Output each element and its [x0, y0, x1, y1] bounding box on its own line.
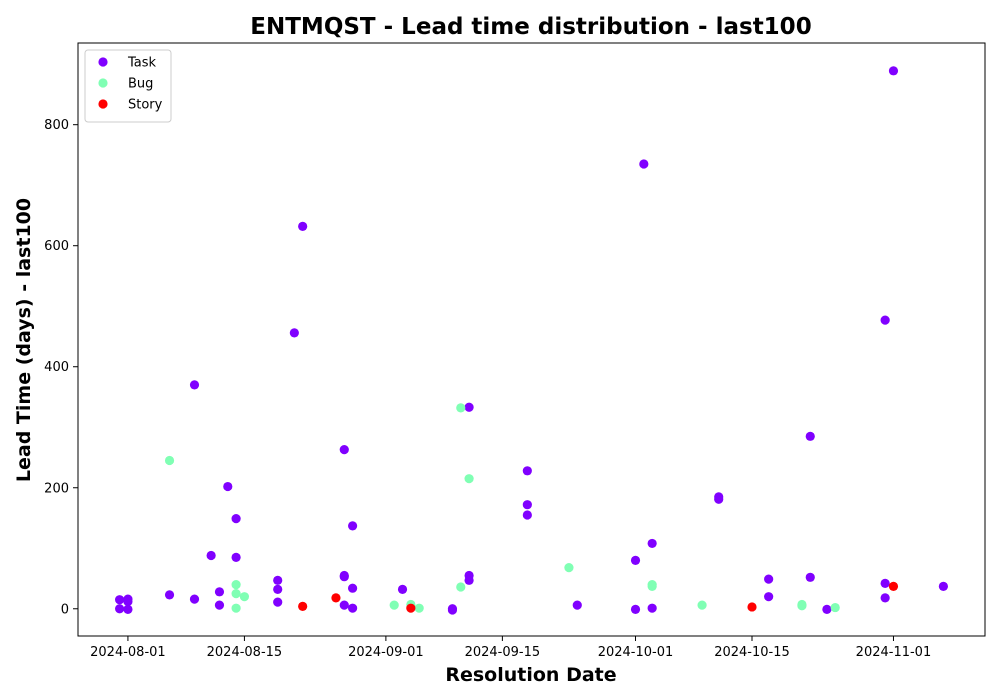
point-task-1 [115, 604, 125, 614]
point-bug-8 [456, 403, 466, 413]
series-story [298, 581, 899, 613]
legend-marker-task [98, 57, 108, 67]
point-task-50 [880, 593, 890, 603]
point-task-26 [397, 584, 408, 595]
point-bug-1 [231, 579, 241, 590]
point-task-51 [888, 66, 899, 76]
point-story-0 [298, 601, 308, 611]
plot-area: 2024-08-01 2024-08-15 2024-09-01 2024-09-15… [44, 42, 986, 660]
point-task-33 [522, 500, 532, 510]
y-axis-label: Lead Time (days) - last100 [13, 198, 35, 482]
legend: Task Bug Story [84, 49, 172, 123]
point-bug-14 [697, 600, 707, 610]
y-tick-label-4: 800 [44, 118, 69, 133]
y-tick-label-1: 200 [44, 481, 69, 496]
point-task-25 [348, 603, 358, 613]
point-task-9 [214, 587, 225, 597]
point-task-8 [206, 550, 216, 561]
point-bug-13 [647, 581, 657, 591]
series-task [115, 66, 948, 615]
point-bug-2 [231, 589, 241, 599]
point-task-10 [214, 600, 225, 610]
point-task-47 [822, 604, 832, 614]
x-tick-label-2: 2024-09-01 [348, 645, 424, 660]
point-task-0 [115, 595, 125, 605]
point-task-14 [273, 575, 283, 585]
legend-label-task: Task [127, 56, 157, 71]
point-task-42 [714, 494, 724, 504]
point-task-31 [464, 575, 474, 585]
point-task-15 [273, 584, 283, 595]
point-bug-0 [164, 455, 175, 466]
point-story-4 [888, 581, 899, 591]
point-task-45 [805, 431, 815, 441]
x-tick-label-3: 2024-09-15 [465, 645, 541, 660]
point-task-19 [339, 445, 349, 455]
point-task-46 [805, 572, 815, 582]
legend-label-story: Story [128, 98, 163, 113]
point-bug-11 [564, 563, 574, 573]
point-bug-3 [231, 603, 241, 613]
x-axis-label: Resolution Date [445, 664, 616, 686]
point-bug-16 [797, 601, 807, 611]
x-tick-label-0: 2024-08-01 [90, 645, 166, 660]
point-task-44 [764, 592, 774, 602]
point-bug-4 [239, 592, 250, 602]
point-task-23 [348, 521, 358, 531]
point-task-21 [339, 572, 349, 582]
legend-marker-bug [98, 78, 108, 88]
point-task-35 [572, 600, 582, 610]
point-task-5 [164, 590, 175, 600]
y-tick-label-0: 0 [61, 602, 69, 617]
point-task-34 [522, 510, 532, 520]
point-task-24 [348, 583, 358, 593]
point-task-32 [522, 466, 532, 476]
point-bug-9 [456, 582, 466, 592]
point-bug-10 [464, 474, 474, 484]
y-tick-label-2: 400 [44, 360, 69, 375]
point-task-38 [639, 159, 649, 169]
point-bug-7 [414, 603, 424, 613]
point-story-1 [331, 593, 341, 603]
point-task-49 [880, 578, 890, 588]
point-task-37 [630, 604, 641, 614]
point-task-11 [223, 481, 233, 492]
x-tick-label-4: 2024-10-01 [598, 645, 674, 660]
point-task-28 [447, 605, 458, 615]
point-story-3 [747, 602, 757, 612]
y-tick-label-3: 600 [44, 239, 69, 254]
point-task-3 [123, 596, 133, 607]
point-task-36 [630, 555, 641, 565]
point-story-2 [406, 603, 416, 613]
point-task-48 [880, 315, 890, 325]
x-tick-label-6: 2024-11-01 [856, 645, 932, 660]
point-task-4 [123, 604, 133, 614]
point-task-12 [231, 514, 241, 524]
chart-title: ENTMQST - Lead time distribution - last1… [250, 14, 811, 40]
legend-marker-story [98, 99, 108, 109]
point-bug-5 [389, 600, 399, 610]
point-task-22 [339, 600, 349, 610]
point-task-13 [231, 552, 241, 562]
point-task-43 [764, 574, 774, 584]
x-tick-label-5: 2024-10-15 [714, 645, 790, 660]
x-tick-label-1: 2024-08-15 [207, 645, 283, 660]
point-task-29 [464, 402, 474, 412]
point-task-18 [298, 221, 308, 231]
axes-frame [77, 42, 986, 637]
legend-label-bug: Bug [128, 77, 153, 92]
point-task-17 [289, 328, 299, 338]
point-task-6 [189, 380, 200, 390]
point-task-39 [647, 538, 657, 549]
point-task-40 [647, 603, 657, 613]
point-task-7 [189, 594, 200, 604]
point-task-16 [273, 597, 283, 607]
point-bug-17 [830, 602, 840, 613]
point-task-52 [938, 581, 948, 591]
